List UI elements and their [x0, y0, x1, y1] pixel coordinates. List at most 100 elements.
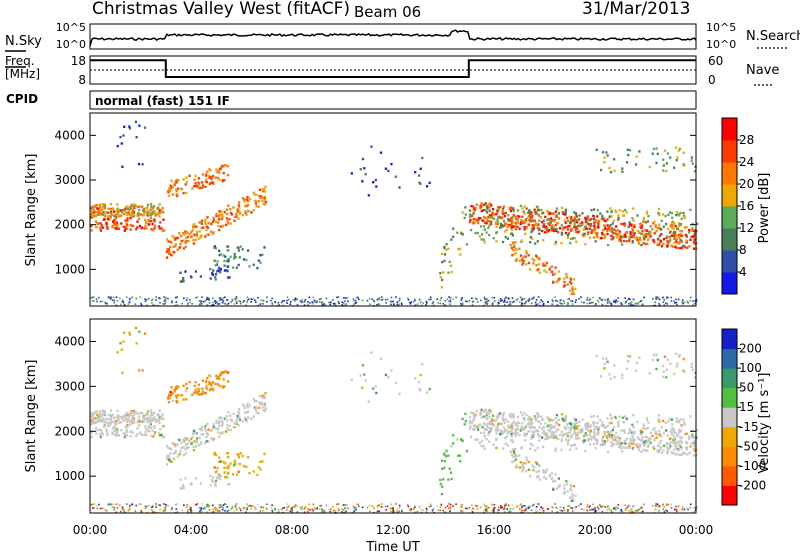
- power-echo: [693, 242, 697, 246]
- velocity-echo: [201, 379, 204, 382]
- velocity-echo: [315, 508, 318, 511]
- velocity-echo: [243, 507, 245, 509]
- power-echo: [537, 268, 540, 271]
- velocity-echo: [238, 412, 241, 416]
- velocity-echo: [180, 446, 183, 449]
- power-echo: [679, 238, 682, 242]
- velocity-echo: [243, 406, 246, 410]
- velocity-echo: [549, 418, 552, 421]
- power-echo: [497, 216, 500, 219]
- velocity-colorbar-segment: [722, 465, 737, 486]
- power-echo: [569, 281, 572, 284]
- velocity-echo: [511, 427, 514, 431]
- velocity-echo: [381, 503, 383, 505]
- power-echo: [587, 223, 590, 226]
- velocity-echo: [186, 504, 188, 506]
- power-echo: [495, 225, 498, 228]
- velocity-echo: [631, 438, 635, 441]
- power-echo: [530, 230, 533, 234]
- velocity-echo: [130, 411, 133, 415]
- power-echo: [201, 296, 203, 298]
- power-echo: [486, 218, 489, 221]
- power-echo: [521, 302, 523, 304]
- power-echo: [448, 260, 451, 264]
- velocity-echo: [257, 406, 260, 409]
- velocity-echo: [337, 503, 340, 505]
- velocity-echo: [204, 392, 207, 395]
- power-echo: [572, 237, 575, 240]
- power-echo: [162, 302, 165, 305]
- velocity-echo: [523, 434, 526, 437]
- velocity-echo: [197, 383, 200, 386]
- power-echo: [581, 212, 584, 215]
- power-echo: [200, 301, 202, 303]
- velocity-echo: [631, 423, 634, 426]
- velocity-echo: [620, 442, 623, 445]
- power-echo: [573, 211, 576, 214]
- power-echo: [552, 281, 555, 284]
- velocity-echo: [522, 468, 525, 471]
- power-echo: [409, 303, 412, 305]
- velocity-echo: [580, 503, 582, 505]
- velocity-echo: [233, 426, 236, 429]
- velocity-echo: [617, 504, 619, 506]
- power-echo: [448, 296, 450, 298]
- velocity-echo: [510, 423, 513, 426]
- power-echo: [631, 241, 634, 244]
- velocity-echo: [182, 446, 185, 449]
- velocity-echo: [524, 509, 527, 511]
- power-echo: [129, 298, 131, 301]
- velocity-echo: [259, 403, 262, 406]
- power-echo: [150, 219, 153, 223]
- power-echo: [660, 245, 663, 248]
- power-echo: [554, 242, 557, 246]
- power-echo: [678, 247, 681, 250]
- velocity-echo: [557, 485, 560, 489]
- power-echo: [213, 246, 216, 249]
- power-echo: [487, 215, 490, 219]
- power-echo: [578, 230, 581, 233]
- power-echo: [238, 201, 241, 204]
- power-echo: [192, 242, 195, 245]
- power-echo: [543, 269, 546, 272]
- power-echo: [461, 302, 464, 304]
- velocity-echo: [504, 418, 508, 421]
- power-echo: [641, 232, 644, 235]
- power-echo: [444, 304, 447, 307]
- power-echo: [109, 298, 112, 300]
- power-echo: [554, 223, 557, 227]
- velocity-echo: [512, 432, 515, 435]
- velocity-echo: [563, 484, 566, 487]
- power-echo: [202, 301, 205, 303]
- velocity-panel-frame: [89, 318, 697, 514]
- velocity-echo: [139, 503, 142, 505]
- velocity-echo: [625, 446, 628, 449]
- velocity-echo: [184, 452, 187, 455]
- velocity-echo: [281, 507, 284, 509]
- power-echo: [584, 243, 587, 246]
- velocity-echo: [548, 425, 552, 428]
- velocity-echo: [571, 492, 574, 496]
- power-echo: [398, 303, 400, 306]
- power-echo: [587, 232, 590, 236]
- power-echo: [505, 228, 508, 232]
- power-echo: [123, 212, 126, 216]
- velocity-echo: [486, 508, 488, 510]
- velocity-echo: [606, 417, 609, 420]
- velocity-echo: [216, 477, 219, 480]
- velocity-echo: [226, 506, 228, 508]
- power-echo: [376, 299, 379, 301]
- velocity-echo: [531, 444, 534, 447]
- velocity-echo: [182, 438, 185, 441]
- power-echo: [91, 296, 94, 299]
- velocity-echo: [460, 510, 462, 513]
- power-echo: [255, 199, 258, 203]
- power-echo: [440, 252, 444, 256]
- velocity-echo: [535, 475, 538, 479]
- velocity-echo: [155, 503, 157, 505]
- velocity-echo: [688, 435, 691, 438]
- power-echo: [110, 213, 113, 216]
- power-echo: [128, 125, 131, 128]
- power-echo: [683, 164, 686, 167]
- velocity-colorbar-tick-label: -100: [739, 459, 766, 473]
